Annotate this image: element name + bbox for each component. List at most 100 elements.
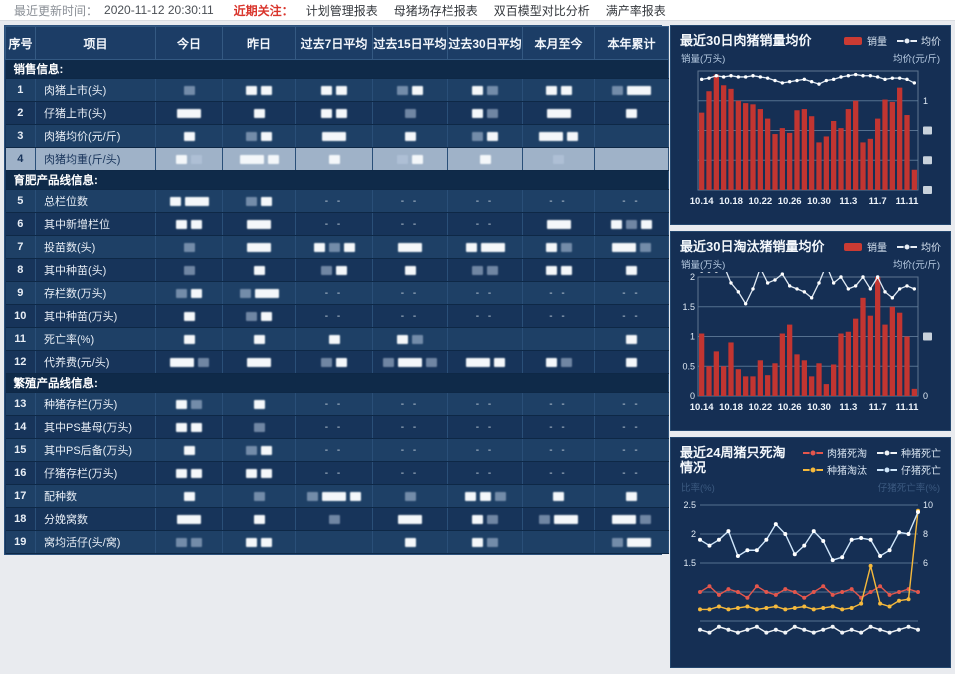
redacted-value [336, 265, 347, 275]
table-row-17[interactable]: 17 配种数 [5, 484, 669, 508]
legend-item-销量[interactable]: 销量 [843, 33, 887, 48]
redacted-value [184, 196, 209, 206]
empty-value-dashes: - - [622, 445, 641, 456]
redacted-value [487, 265, 498, 275]
value-cell [222, 235, 296, 259]
svg-text:1.5: 1.5 [683, 558, 696, 568]
legend-item-销量[interactable]: 销量 [843, 239, 887, 254]
redacted-value [246, 311, 257, 321]
table-row-2[interactable]: 2 仔猪上市(头) [5, 101, 669, 125]
charts-column: 最近30日肉猪销量均价 销量 均价 销量(万头) 均价(元/斤) 1 10.14 10.18 1… [670, 25, 951, 674]
legend-item-种猪淘汰[interactable]: 种猪淘汰 [803, 462, 867, 477]
table-row-3[interactable]: 3 肉猪均价(元/斤) [5, 124, 669, 148]
table-row-1[interactable]: 1 肉猪上市(头) [5, 78, 669, 102]
table-row-13[interactable]: 13 种猪存栏(万头) - - - - - - - - - - [5, 392, 669, 416]
redacted-value [626, 219, 637, 229]
redacted-value [560, 357, 572, 367]
value-cell [295, 101, 373, 125]
redacted-value [397, 85, 408, 95]
table-row-18[interactable]: 18 分娩窝数 [5, 507, 669, 531]
value-cell: - - [372, 189, 448, 213]
redacted-value [322, 131, 346, 141]
value-cell [372, 124, 448, 148]
legend-item-种猪死亡[interactable]: 种猪死亡 [877, 445, 941, 460]
value-cell: - - [522, 461, 595, 485]
value-cell: - - [594, 438, 669, 462]
empty-value-dashes: - - [400, 399, 420, 410]
redacted-value [567, 131, 578, 141]
topbar-link-4[interactable]: 满产率报表 [605, 3, 666, 18]
legend-item-均价[interactable]: 均价 [897, 239, 941, 254]
redacted-value [328, 514, 340, 524]
last-updated-label: 最近更新时间： [14, 3, 99, 18]
value-cell [372, 147, 448, 171]
table-row-5[interactable]: 5 总栏位数 - - - - - - - - - - [5, 189, 669, 213]
svg-text:11.11: 11.11 [896, 196, 919, 207]
table-row-16[interactable]: 16 仔猪存栏(万头) - - - - - - - - - - [5, 461, 669, 485]
topbar-link-1[interactable]: 计划管理报表 [305, 3, 378, 18]
redacted-value [493, 357, 505, 367]
svg-text:10.30: 10.30 [807, 402, 831, 413]
value-cell [222, 350, 296, 374]
topbar-link-3[interactable]: 双百模型对比分析 [493, 3, 590, 18]
svg-text:11.3: 11.3 [839, 402, 857, 413]
value-cell [522, 212, 595, 236]
chart-panel-3: 最近24周猪只死淘情况 肉猪死淘 种猪死亡 种猪淘汰 仔猪死亡 比率(%) 仔猪死亡率(%)… [670, 437, 951, 668]
value-cell: - - [295, 392, 373, 416]
table-row-8[interactable]: 8 其中种苗(头) [5, 258, 669, 282]
redacted-value [336, 357, 347, 367]
table-row-19[interactable]: 19 窝均活仔(头/窝) [5, 530, 669, 554]
chart-title: 最近24周猪只死淘情况 [680, 445, 786, 475]
table-row-4[interactable]: 4 肉猪均重(斤/头) [5, 147, 669, 171]
empty-value-dashes: - - [400, 311, 420, 322]
redacted-value [253, 334, 265, 344]
empty-value-dashes: - - [549, 196, 568, 207]
table-row-15[interactable]: 15 其中PS后备(万头) - - - - - - - - - - [5, 438, 669, 462]
table-row-10[interactable]: 10 其中种苗(万头) - - - - - - - - - - [5, 304, 669, 328]
table-row-12[interactable]: 12 代养费(元/头) [5, 350, 669, 374]
value-cell [594, 327, 669, 351]
table-row-14[interactable]: 14 其中PS基母(万头) - - - - - - - - - - [5, 415, 669, 439]
value-cell [155, 350, 223, 374]
legend-item-仔猪死亡[interactable]: 仔猪死亡 [877, 462, 941, 477]
redacted-value [247, 242, 271, 252]
value-cell: - - [295, 212, 373, 236]
table-row-9[interactable]: 9 存栏数(万头) - - - - - - - - - - [5, 281, 669, 305]
empty-value-dashes: - - [475, 468, 495, 479]
redacted-value [247, 219, 271, 229]
row-number: 1 [5, 78, 36, 102]
value-cell [522, 258, 595, 282]
redacted-value [176, 288, 187, 298]
legend-item-均价[interactable]: 均价 [897, 33, 941, 48]
row-number: 9 [5, 281, 36, 305]
legend-label: 销量 [867, 243, 887, 254]
table-row-7[interactable]: 7 投苗数(头) [5, 235, 669, 259]
redacted-value [560, 85, 572, 95]
value-cell: - - [522, 281, 595, 305]
legend-item-肉猪死淘[interactable]: 肉猪死淘 [803, 445, 867, 460]
redacted-value [253, 422, 265, 432]
topbar-link-2[interactable]: 母猪场存栏报表 [393, 3, 478, 18]
redacted-value [472, 131, 483, 141]
value-cell: - - [372, 212, 448, 236]
table-row-6[interactable]: 6 其中新增栏位 - - - - - - [5, 212, 669, 236]
table-header-row: 序号 项目 今日 昨日 过去7日平均 过去15日平均 过去30日平均 本月至今 本年累计 [5, 26, 669, 60]
table-row-11[interactable]: 11 死亡率(%) [5, 327, 669, 351]
svg-text:11.11: 11.11 [896, 402, 919, 413]
redacted-value [191, 468, 202, 478]
value-cell: - - [372, 415, 448, 439]
row-number: 6 [5, 212, 36, 236]
value-cell [222, 78, 296, 102]
redacted-value [546, 108, 571, 118]
redacted-value [640, 242, 651, 252]
value-cell [155, 415, 223, 439]
row-item-label: 配种数 [35, 484, 156, 508]
value-cell [155, 124, 223, 148]
redacted-value [176, 399, 187, 409]
redacted-value [191, 154, 202, 164]
row-number: 15 [5, 438, 36, 462]
value-cell [222, 507, 296, 531]
svg-text:11.7: 11.7 [869, 196, 887, 207]
value-cell [447, 258, 523, 282]
redacted-value [321, 357, 332, 367]
